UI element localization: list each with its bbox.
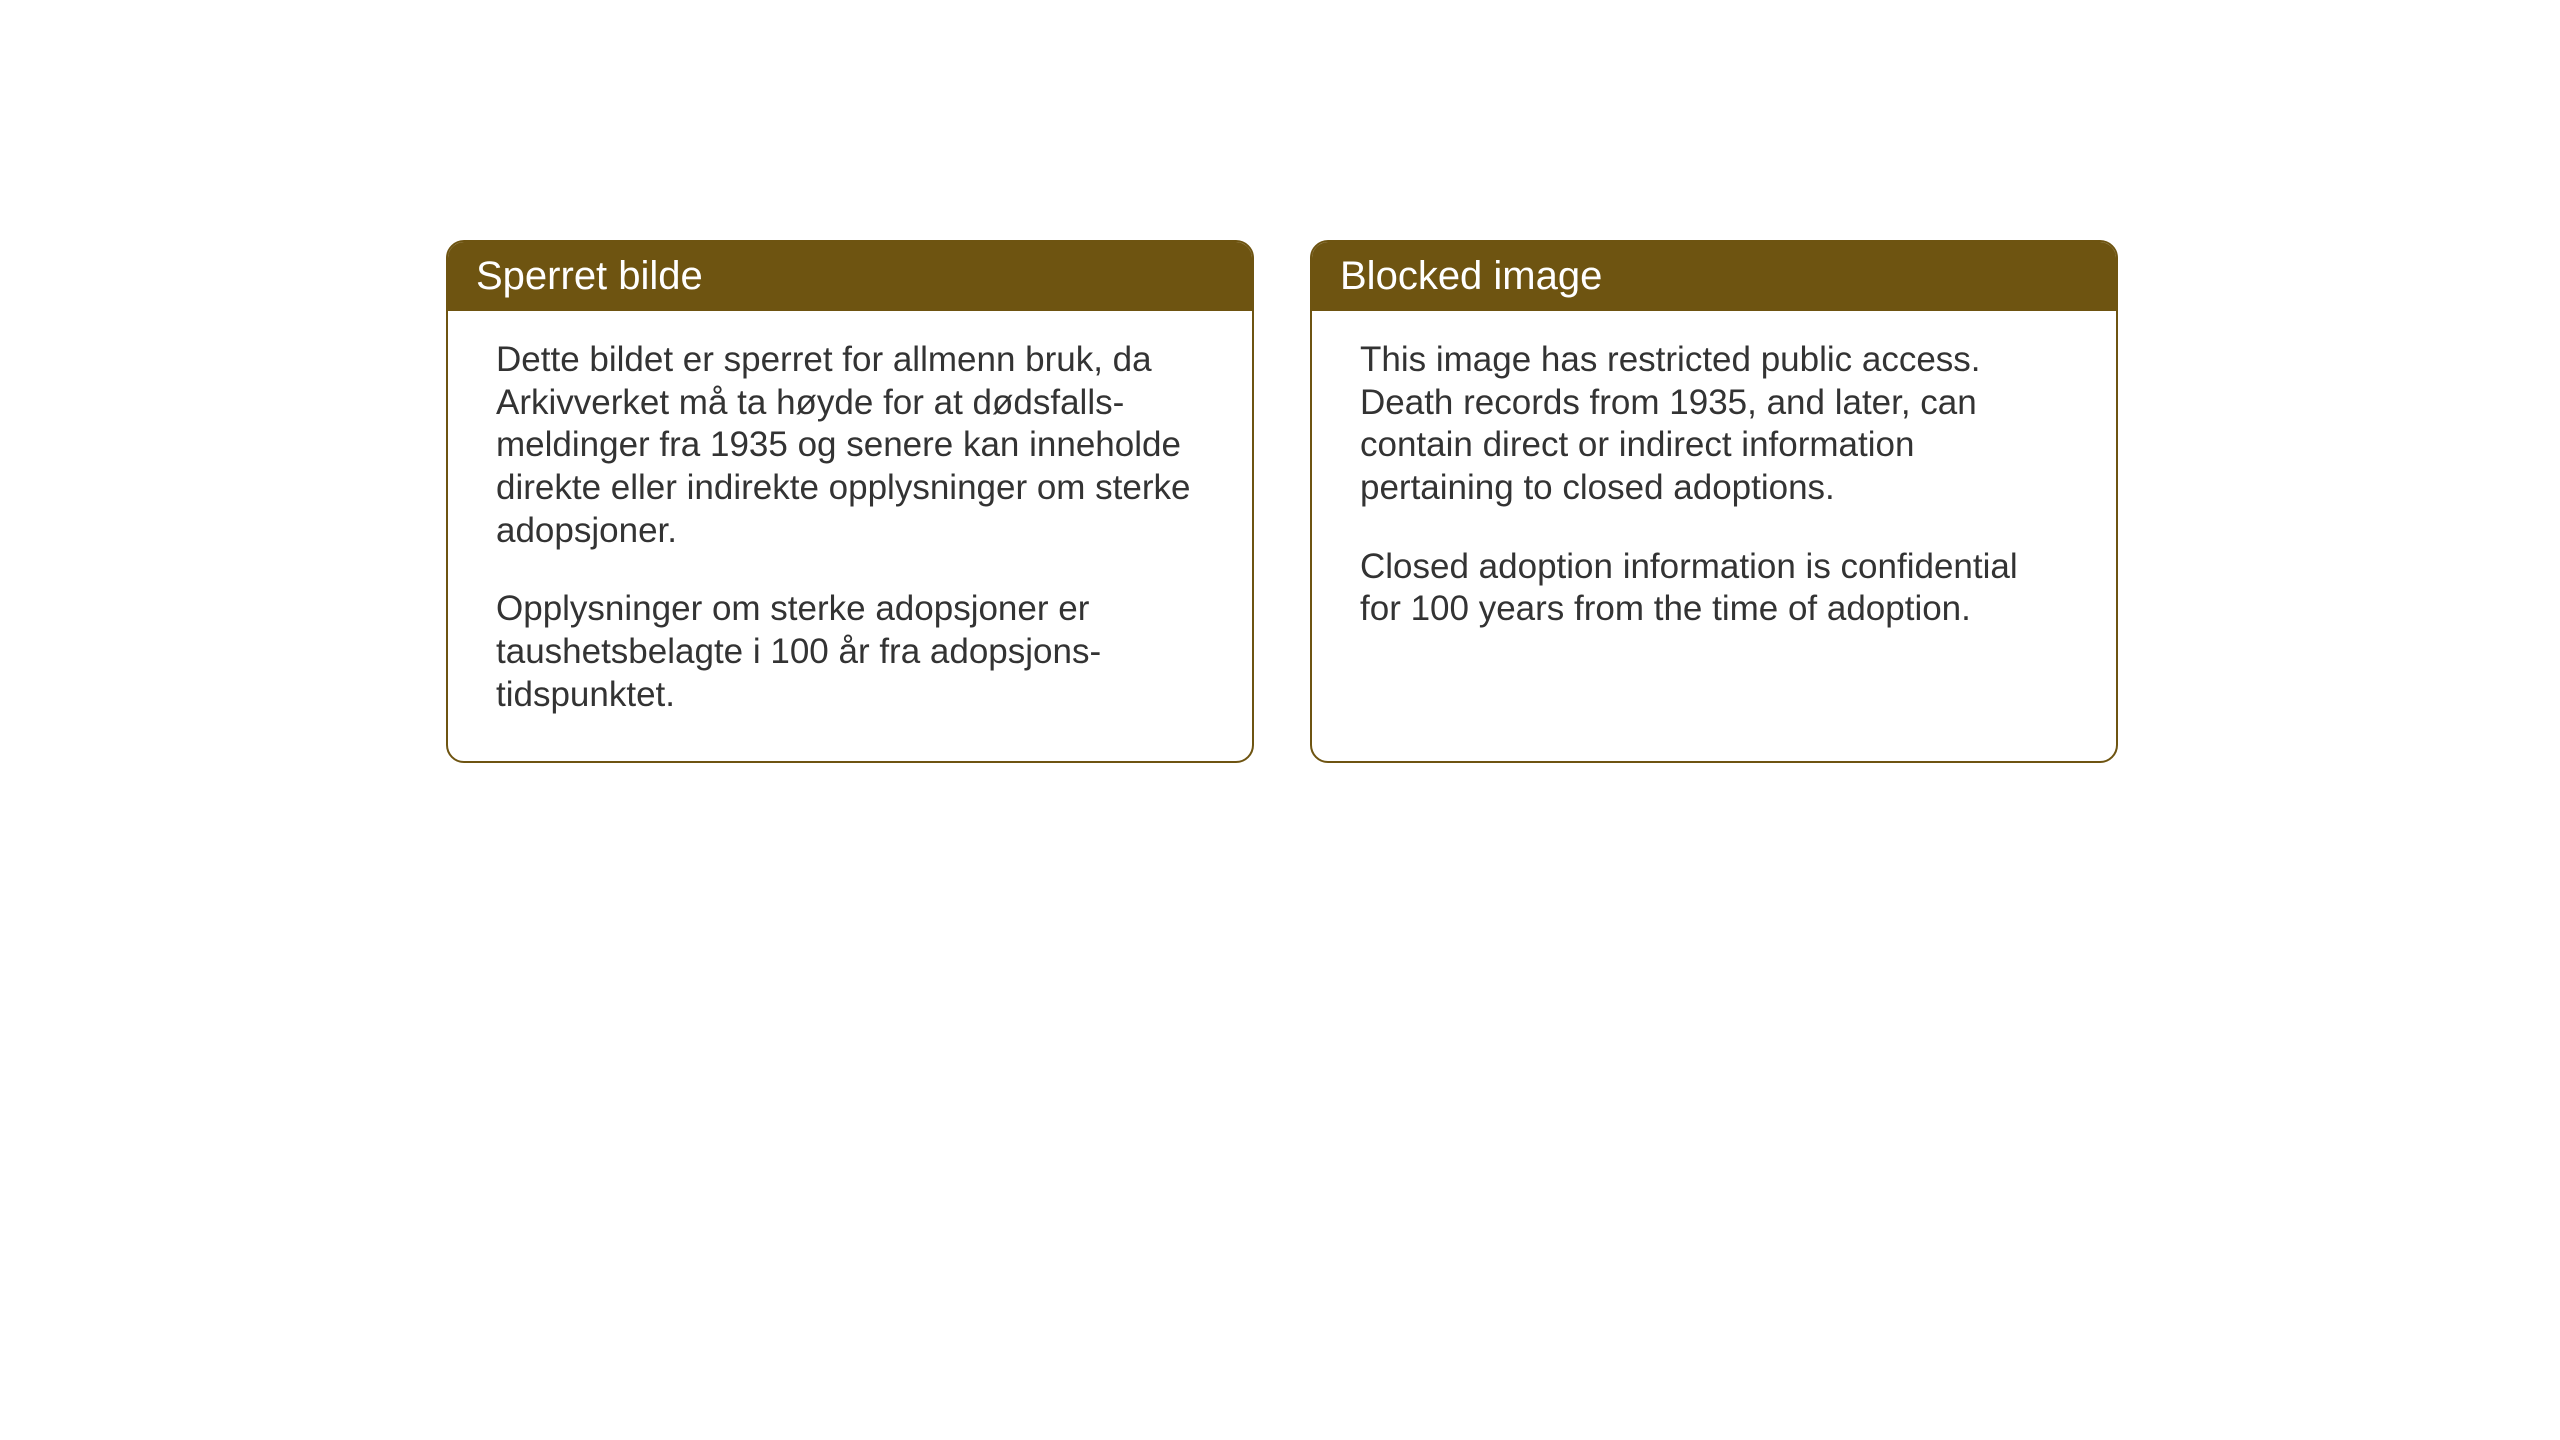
card-paragraph-2-norwegian: Opplysninger om sterke adopsjoner er tau… bbox=[496, 588, 1204, 716]
card-header-norwegian: Sperret bilde bbox=[448, 242, 1252, 311]
card-title-norwegian: Sperret bilde bbox=[476, 254, 703, 298]
notice-cards-container: Sperret bilde Dette bildet er sperret fo… bbox=[446, 240, 2118, 763]
card-title-english: Blocked image bbox=[1340, 254, 1602, 298]
card-body-norwegian: Dette bildet er sperret for allmenn bruk… bbox=[448, 311, 1252, 761]
notice-card-norwegian: Sperret bilde Dette bildet er sperret fo… bbox=[446, 240, 1254, 763]
card-body-english: This image has restricted public access.… bbox=[1312, 311, 2116, 675]
notice-card-english: Blocked image This image has restricted … bbox=[1310, 240, 2118, 763]
card-header-english: Blocked image bbox=[1312, 242, 2116, 311]
card-paragraph-1-norwegian: Dette bildet er sperret for allmenn bruk… bbox=[496, 339, 1204, 552]
card-paragraph-1-english: This image has restricted public access.… bbox=[1360, 339, 2068, 510]
card-paragraph-2-english: Closed adoption information is confident… bbox=[1360, 546, 2068, 631]
